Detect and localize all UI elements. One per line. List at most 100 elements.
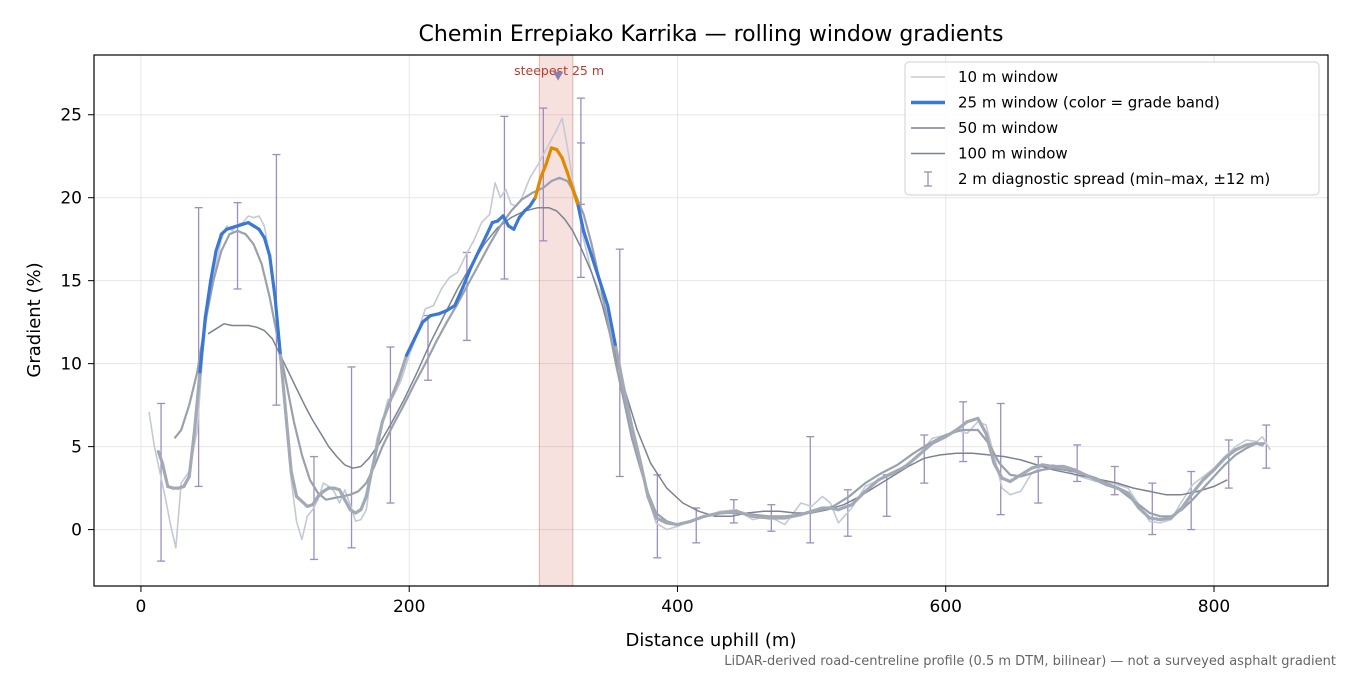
- y-tick-label: 0: [71, 521, 82, 541]
- series-segment: [1029, 463, 1044, 470]
- series-segment: [388, 378, 401, 402]
- series-segment: [622, 386, 634, 429]
- series-segment: [412, 320, 425, 341]
- series-segment: [565, 171, 575, 192]
- series-segment: [380, 398, 393, 424]
- series-segment: [1019, 466, 1034, 477]
- series-segment: [311, 494, 320, 507]
- x-tick-label: 800: [1198, 597, 1230, 617]
- error-bar: [1262, 424, 1271, 469]
- highlight-rect: [538, 54, 574, 587]
- series-25m-segments: [156, 146, 1264, 527]
- axis-ticks: 0 200 400 600 800 0 5 10 15 20 25: [60, 106, 1230, 617]
- series-segment: [799, 509, 814, 517]
- series-segment: [284, 411, 293, 474]
- plot-frame: [93, 54, 1329, 587]
- series-segment: [1158, 516, 1173, 522]
- series-segment: [1008, 473, 1023, 484]
- series-segment: [877, 471, 894, 482]
- series-segment: [783, 513, 803, 520]
- series-segment: [1062, 464, 1077, 472]
- series-segment: [555, 147, 564, 160]
- series-segment: [396, 353, 409, 382]
- series-segment: [1169, 506, 1184, 520]
- y-tick-label: 20: [60, 189, 82, 209]
- series-line: [207, 206, 1228, 518]
- series-segment: [984, 431, 996, 465]
- y-tick-label: 25: [60, 106, 82, 126]
- series-segment: [992, 461, 1004, 480]
- error-bar: [272, 153, 281, 406]
- series-segment: [359, 494, 368, 512]
- error-bar: [462, 251, 471, 342]
- error-bar: [233, 202, 242, 290]
- x-tick-label: 400: [661, 597, 693, 617]
- series-segment: [453, 285, 465, 308]
- series-segment: [461, 265, 473, 289]
- x-tick-label: 200: [393, 597, 425, 617]
- error-bar: [347, 366, 356, 549]
- svg-text:10 m window: 10 m window: [958, 68, 1058, 86]
- series-segment: [404, 337, 417, 357]
- series-segment: [903, 453, 921, 469]
- series-segment: [1244, 441, 1259, 447]
- error-bar: [500, 115, 509, 280]
- series-segment: [268, 254, 277, 299]
- series-segment: [262, 235, 272, 258]
- series-segment: [976, 416, 988, 435]
- error-bar: [996, 402, 1005, 516]
- series-lines: [148, 117, 1271, 549]
- legend-box: [904, 61, 1320, 196]
- steepest-annotation-label: steepest 25 m: [514, 63, 604, 78]
- svg-text:2 m diagnostic spread (min–max: 2 m diagnostic spread (min–max, ±12 m): [958, 170, 1270, 188]
- series-segment: [930, 435, 948, 445]
- series-segment: [528, 196, 537, 208]
- series-segment: [598, 279, 610, 308]
- series-segment: [944, 428, 959, 439]
- legend-entry: 100 m window: [911, 145, 1068, 163]
- error-bar: [1110, 465, 1119, 496]
- series-segment: [638, 458, 650, 498]
- series-segment: [718, 509, 739, 515]
- series-segment: [965, 416, 980, 424]
- svg-text:25 m window (color = grade ban: 25 m window (color = grade band): [958, 94, 1220, 112]
- y-axis-label: Gradient (%): [24, 262, 45, 377]
- error-bar: [1224, 439, 1233, 489]
- error-bar: [692, 507, 701, 544]
- svg-text:50 m window: 50 m window: [958, 119, 1058, 137]
- svg-text:100 m window: 100 m window: [958, 145, 1068, 163]
- series-segment: [544, 146, 553, 167]
- series-segment: [863, 478, 881, 494]
- series-segment: [734, 509, 755, 518]
- legend: 10 m window 25 m window (color = grade ba…: [904, 61, 1320, 196]
- series-segment: [203, 279, 213, 319]
- series-segment: [917, 441, 934, 457]
- series-segment: [192, 370, 202, 432]
- series-segment: [273, 295, 283, 357]
- series-segment: [214, 232, 224, 253]
- error-bar: [806, 436, 815, 544]
- footnote: LiDAR-derived road-centreline profile (0…: [724, 654, 1336, 669]
- series-segment: [689, 514, 706, 523]
- series-segment: [954, 420, 969, 432]
- y-tick-label: 10: [60, 355, 82, 375]
- series-segment: [539, 162, 548, 180]
- series-segment: [571, 187, 580, 208]
- series-segment: [1137, 506, 1152, 520]
- series-segment: [278, 353, 288, 416]
- series-segment: [370, 445, 379, 474]
- series-segment: [337, 488, 347, 502]
- series-segment: [1072, 468, 1087, 477]
- series-segment: [1094, 478, 1109, 487]
- series-segment: [1040, 463, 1055, 469]
- series-segment: [606, 303, 618, 349]
- series-segment: [198, 315, 207, 374]
- series-segment: [187, 428, 197, 479]
- series-segment: [560, 156, 570, 175]
- series-segment: [512, 216, 521, 231]
- legend-entry: 50 m window: [911, 119, 1058, 137]
- series-segment: [469, 249, 481, 269]
- error-bar: [194, 207, 203, 488]
- series-segment: [343, 498, 352, 512]
